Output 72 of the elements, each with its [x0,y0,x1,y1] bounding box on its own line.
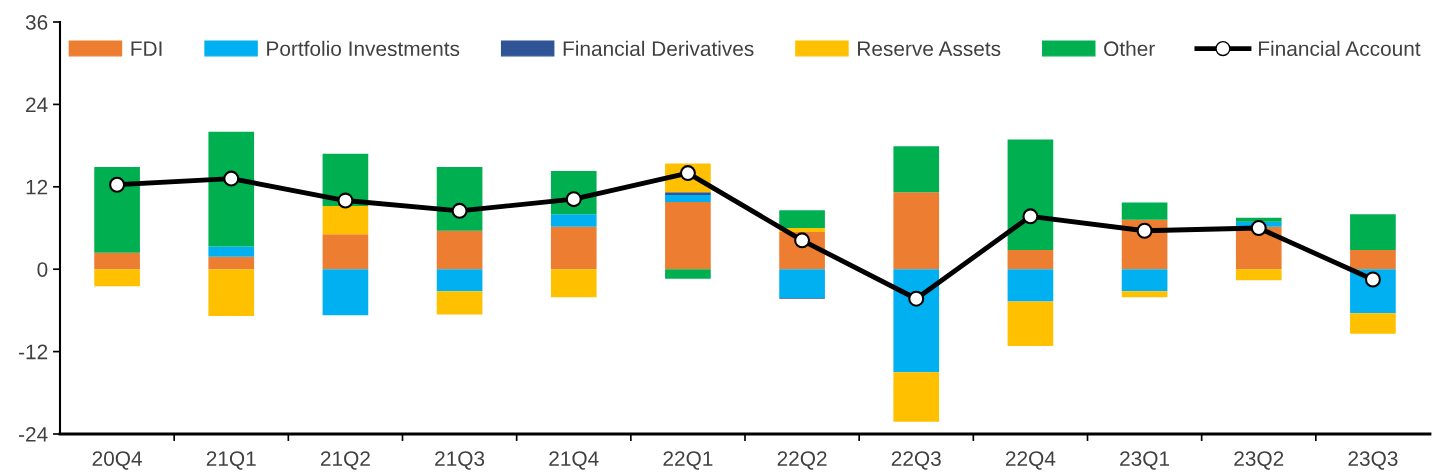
point [1022,208,1039,225]
legend-label: Financial Account [1259,40,1421,57]
point [223,170,240,187]
x-tick-label: 20Q4 [92,451,142,470]
bar [322,234,369,270]
bar [1007,139,1054,250]
x-tick-label: 21Q3 [435,451,485,470]
bar [1121,291,1168,298]
point [337,192,354,209]
legend-label: Reserve Assets [858,41,1001,57]
bar [1121,269,1168,292]
legend-label: Financial Derivatives [563,40,754,57]
bar [665,195,711,202]
legend-label: Portfolio Investments [267,40,460,57]
bar [208,131,255,247]
bar [893,192,940,270]
y-tick-label: -24 [19,427,48,442]
bar [1235,269,1282,281]
x-tick-label: 22Q4 [1005,451,1056,470]
bar [436,291,483,315]
x-tick-label: 22Q2 [777,451,827,470]
y-tick-label: 12 [26,179,48,195]
x-tick-label: 21Q1 [206,451,256,470]
bar [322,206,369,235]
bar [1235,217,1282,222]
bar [208,246,255,257]
bar [665,269,711,279]
bar [1121,202,1168,220]
bar [1350,313,1396,334]
bar [1007,269,1054,302]
y-tick-label: 36 [25,15,48,30]
x-tick-label: 23Q1 [1120,451,1170,470]
bar [1007,301,1054,347]
legend-label: FDI [131,41,162,56]
y-tick-label: 0 [37,262,48,277]
legend-label: Other [1104,40,1155,57]
bar [1350,214,1396,250]
point [794,232,811,249]
bar [665,192,711,196]
x-tick-label: 22Q3 [891,451,941,470]
bar [893,372,940,422]
y-tick-label: -12 [19,344,48,360]
bar [436,230,483,270]
bar [208,256,255,270]
bar [208,269,255,316]
x-tick-label: 21Q2 [320,451,370,470]
bar [779,269,825,299]
bar [1007,249,1054,270]
point [109,176,126,193]
point [1364,271,1381,288]
point [451,202,468,219]
point [1136,222,1153,239]
bar [779,210,825,228]
bar [94,252,140,270]
bar [893,269,940,373]
y-tick-label: 24 [26,97,48,112]
bar [665,201,711,270]
bar [94,166,140,253]
bar [550,214,597,227]
x-tick-label: 22Q1 [663,451,713,470]
x-tick-label: 23Q3 [1348,451,1398,470]
bar [550,269,597,298]
bar [322,269,369,316]
bar [1350,249,1396,270]
bar [893,146,940,193]
bar [436,269,483,292]
bar [94,269,140,287]
bar [550,226,597,270]
x-tick-label: 23Q2 [1234,451,1284,470]
x-tick-label: 21Q4 [549,451,599,470]
point [1250,220,1267,236]
point [908,290,925,307]
